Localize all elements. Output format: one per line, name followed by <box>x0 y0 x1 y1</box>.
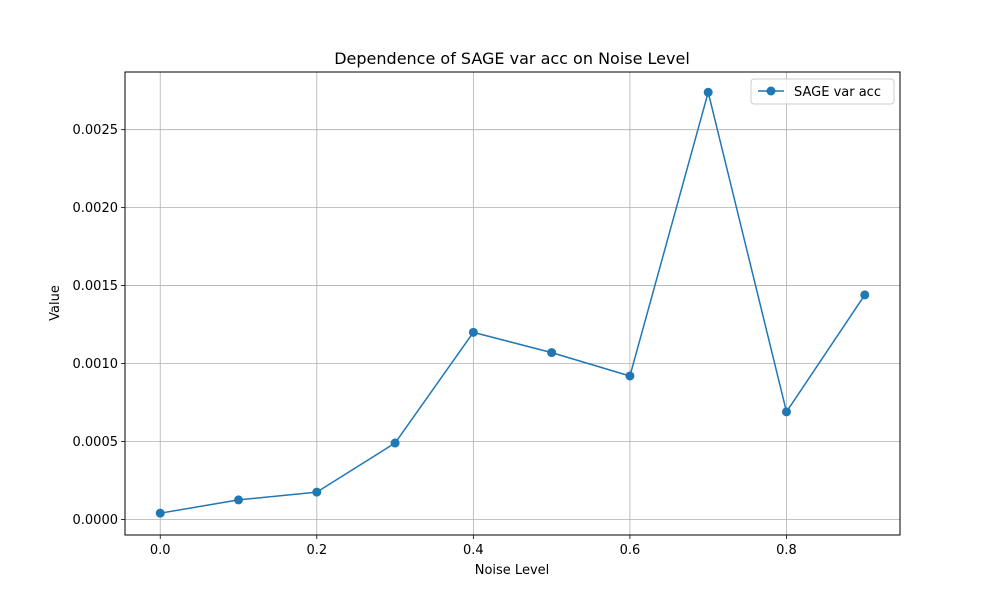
y-tick-label: 0.0000 <box>73 513 119 528</box>
data-point-marker <box>390 438 400 448</box>
series-line <box>160 91 866 514</box>
legend-box <box>750 78 895 105</box>
x-tick-label: 0.8 <box>776 543 797 558</box>
data-point-marker <box>625 371 635 381</box>
data-point-marker <box>468 327 478 337</box>
data-point-marker <box>312 487 322 497</box>
y-tick-label: 0.0020 <box>73 201 119 216</box>
y-axis-label: Value <box>48 285 63 321</box>
axis-ticks: 0.0 0.2 0.4 0.6 0.8 0.0000 0.0005 0.0010 0.0015 0… <box>73 123 797 558</box>
y-tick-label: 0.0005 <box>73 435 119 450</box>
data-point-marker <box>860 290 870 300</box>
x-tick-label: 0.4 <box>463 543 484 558</box>
data-point-marker <box>703 87 713 97</box>
data-point-marker <box>547 348 557 358</box>
legend-series-label: SAGE var acc <box>794 85 881 100</box>
y-tick-label: 0.0025 <box>73 123 119 138</box>
y-tick-label: 0.0010 <box>73 357 119 372</box>
chart-title: Dependence of SAGE var acc on Noise Leve… <box>334 49 690 68</box>
plot-area-frame <box>124 71 901 536</box>
legend-series-marker <box>766 86 776 96</box>
x-tick-label: 0.0 <box>150 543 171 558</box>
legend: SAGE var acc <box>750 78 895 105</box>
data-point-marker <box>234 495 244 505</box>
x-tick-label: 0.2 <box>306 543 327 558</box>
series-layer <box>155 87 870 518</box>
x-tick-label: 0.6 <box>620 543 641 558</box>
data-point-marker <box>781 407 791 417</box>
x-axis-label: Noise Level <box>475 563 550 578</box>
grid-lines <box>125 72 900 535</box>
data-point-marker <box>155 508 165 518</box>
y-tick-label: 0.0015 <box>73 279 119 294</box>
